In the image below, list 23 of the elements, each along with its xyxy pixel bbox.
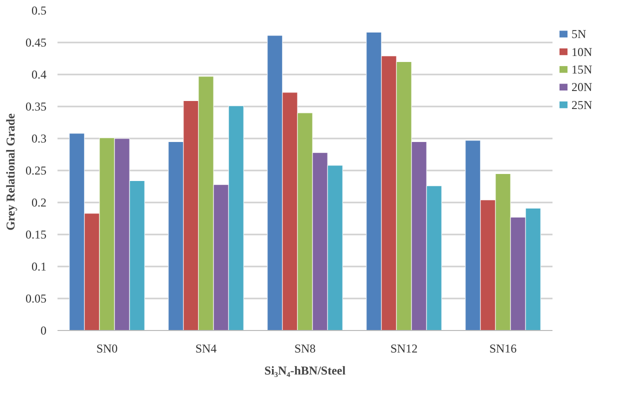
y-tick-label: 0.4: [32, 68, 46, 82]
legend-label: 25N: [572, 98, 592, 112]
x-tick-label: SN8: [294, 342, 316, 356]
y-tick-label: 0.45: [26, 36, 46, 50]
legend-label: 15N: [572, 62, 592, 76]
y-tick-label: 0.3: [32, 132, 46, 146]
x-tick-label: SN0: [96, 342, 118, 356]
y-axis-title: Grey Relational Grade: [4, 112, 18, 231]
y-tick-label: 0.15: [26, 228, 46, 242]
y-tick-label: 0.5: [32, 4, 46, 18]
y-tick-label: 0.05: [26, 292, 46, 306]
x-tick-label: SN4: [195, 342, 217, 356]
y-tick-label: 0.35: [26, 100, 46, 114]
legend-label: 10N: [572, 44, 592, 59]
y-tick-label: 0.1: [32, 260, 46, 274]
x-axis-title: Si₃N₄-hBN/Steel: [264, 364, 346, 378]
x-tick-label: SN12: [390, 342, 418, 356]
y-tick-label: 0.2: [32, 196, 46, 210]
y-tick-label: 0: [40, 324, 46, 338]
legend-label: 5N: [572, 27, 586, 42]
x-tick-label: SN16: [489, 342, 517, 356]
legend-label: 20N: [572, 80, 592, 94]
y-tick-label: 0.25: [26, 164, 46, 178]
